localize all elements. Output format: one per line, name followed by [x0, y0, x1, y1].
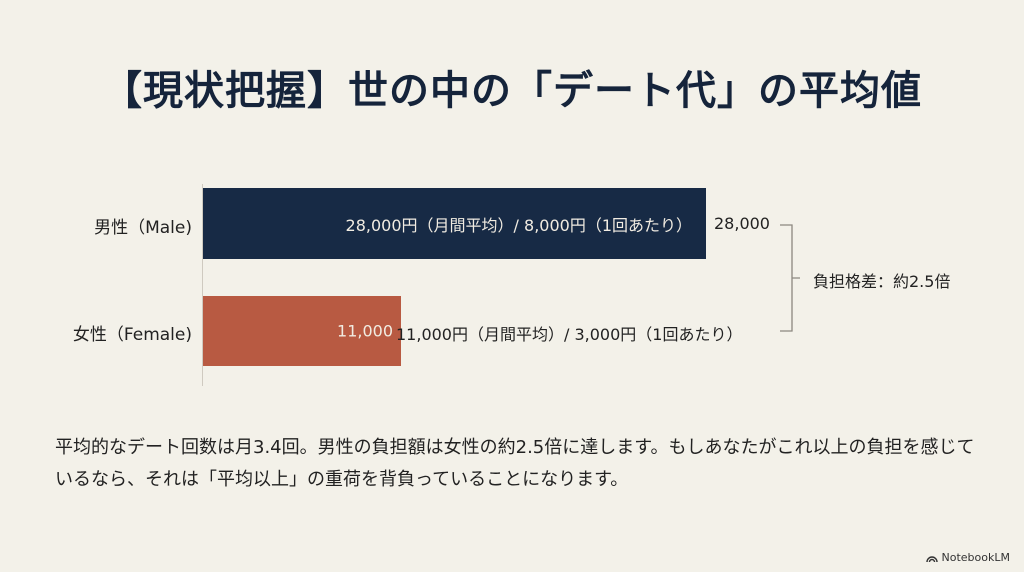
- category-label-male: 男性（Male): [94, 218, 192, 238]
- category-label-female: 女性（Female): [72, 325, 192, 345]
- page-title: 【現状把握】世の中の「デート代」の平均値: [102, 68, 922, 114]
- y-axis-line: [202, 184, 203, 386]
- summary-text: 平均的なデート回数は月3.4回。男性の負担額は女性の約2.5倍に達します。もしあ…: [55, 437, 975, 490]
- bar-male-inner-label: 28,000円（月間平均）/ 8,000円（1回あたり）: [345, 215, 692, 235]
- gap-label: 負担格差：約2.5倍: [813, 272, 951, 291]
- bar-female-inner-label: 11,000: [337, 321, 393, 341]
- bar-male-value-label: 28,000: [714, 214, 770, 233]
- brand-logo: NotebookLM: [925, 551, 1010, 564]
- bar-male: 28,000円（月間平均）/ 8,000円（1回あたり）: [203, 188, 706, 259]
- bar-female: 11,000: [203, 296, 401, 366]
- bracket-icon: [780, 224, 800, 332]
- notebooklm-icon: [925, 556, 938, 562]
- bar-female-outside-label: 11,000円（月間平均）/ 3,000円（1回あたり）: [396, 325, 743, 344]
- brand-name: NotebookLM: [941, 551, 1010, 564]
